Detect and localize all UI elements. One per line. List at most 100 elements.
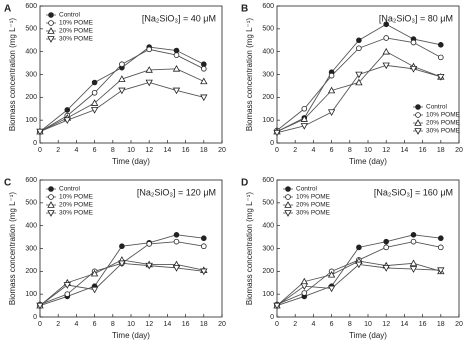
marker [47, 201, 55, 208]
x-tick-label: 8 [111, 321, 115, 328]
marker [382, 62, 390, 70]
x-tick-label: 8 [348, 147, 352, 154]
x-tick-label: 12 [382, 321, 390, 328]
marker [90, 107, 99, 114]
x-tick-label: 20 [218, 321, 226, 328]
y-tick-label: 100 [25, 291, 37, 298]
y-tick-label: 600 [25, 177, 37, 184]
legend-label: 20% POME [59, 28, 94, 35]
marker [64, 291, 71, 297]
marker [356, 45, 362, 52]
y-tick-label: 400 [25, 49, 37, 56]
y-tick-label: 200 [262, 268, 274, 275]
x-tick-label: 14 [401, 321, 409, 328]
x-tick-label: 2 [293, 321, 297, 328]
y-tick-label: 300 [262, 71, 274, 78]
marker [356, 37, 362, 44]
marker [438, 42, 444, 48]
annotation: [Na₂SiO₃] = 40 μM [142, 13, 216, 23]
panel: 0 2 4 6 8 10 12 14 16 18 200100200300400500600Time… [241, 3, 463, 166]
marker [356, 244, 362, 251]
y-tick-label: 500 [262, 26, 274, 33]
marker [438, 244, 444, 251]
x-tick-label: 14 [401, 147, 409, 154]
x-tick-label: 18 [437, 321, 445, 328]
marker [328, 72, 335, 79]
x-axis-label: Time (day) [112, 331, 150, 340]
legend-label: 20% POME [59, 202, 94, 209]
marker [409, 266, 418, 273]
y-tick-label: 200 [25, 94, 37, 101]
y-tick-label: 400 [262, 49, 274, 56]
marker [173, 52, 180, 58]
marker [118, 87, 126, 95]
marker [48, 12, 54, 18]
y-tick-label: 500 [262, 200, 274, 207]
x-tick-label: 18 [437, 147, 445, 154]
marker [383, 238, 390, 245]
marker [63, 117, 71, 124]
marker [146, 46, 153, 53]
marker [63, 282, 71, 289]
marker [47, 27, 55, 34]
y-tick-label: 600 [262, 177, 274, 184]
x-tick-label: 8 [348, 321, 352, 328]
marker [273, 129, 281, 137]
marker [201, 235, 207, 242]
y-tick-label: 400 [262, 223, 274, 230]
panel: 0 2 4 6 8 10 12 14 16 18 200100200300400500600Time… [4, 177, 226, 340]
panel: 0 2 4 6 8 10 12 14 16 18 200100200300400500600Time… [4, 3, 226, 166]
marker [410, 39, 417, 46]
x-tick-label: 2 [56, 321, 60, 328]
x-tick-label: 16 [419, 147, 427, 154]
marker [119, 61, 125, 68]
marker [285, 194, 291, 200]
x-tick-label: 6 [330, 321, 334, 328]
x-tick-label: 12 [145, 147, 153, 154]
marker [145, 66, 153, 73]
x-tick-label: 14 [164, 147, 172, 154]
marker [285, 186, 291, 192]
marker [301, 105, 308, 112]
marker [414, 119, 422, 126]
legend-label: 10% POME [59, 20, 94, 27]
legend-label: 10% POME [296, 194, 331, 201]
marker [36, 302, 44, 310]
x-tick-label: 12 [382, 147, 390, 154]
marker [48, 186, 54, 192]
y-tick-label: 300 [262, 245, 274, 252]
annotation: [Na₂SiO₃] = 120 μM [137, 187, 216, 197]
marker [355, 78, 363, 86]
marker [146, 241, 153, 247]
marker [48, 194, 54, 200]
y-tick-label: 200 [262, 94, 274, 101]
marker [145, 79, 153, 87]
marker [438, 235, 444, 242]
marker [438, 54, 444, 61]
panel-label: D [241, 178, 248, 189]
x-axis-label: Time (day) [112, 157, 150, 166]
x-tick-label: 2 [56, 147, 60, 154]
y-tick-label: 0 [270, 140, 274, 147]
x-tick-label: 6 [93, 321, 97, 328]
y-tick-label: 0 [33, 314, 37, 321]
x-tick-label: 10 [364, 147, 372, 154]
marker [301, 290, 308, 296]
x-axis-label: Time (day) [349, 157, 387, 166]
x-tick-label: 16 [419, 321, 427, 328]
y-axis-label: Biomass concentration (mg L⁻¹) [245, 18, 254, 131]
x-tick-label: 10 [127, 147, 135, 154]
x-tick-label: 16 [182, 321, 190, 328]
marker [409, 65, 418, 73]
y-tick-label: 400 [25, 223, 37, 230]
marker [300, 115, 308, 122]
marker [47, 36, 55, 43]
marker [90, 99, 99, 106]
marker [327, 109, 336, 116]
x-tick-label: 18 [200, 147, 208, 154]
y-axis-label: Biomass concentration (mg L⁻¹) [8, 192, 17, 305]
y-tick-label: 200 [25, 268, 37, 275]
marker [119, 243, 125, 250]
x-tick-label: 0 [38, 321, 42, 328]
x-tick-label: 4 [74, 147, 78, 154]
